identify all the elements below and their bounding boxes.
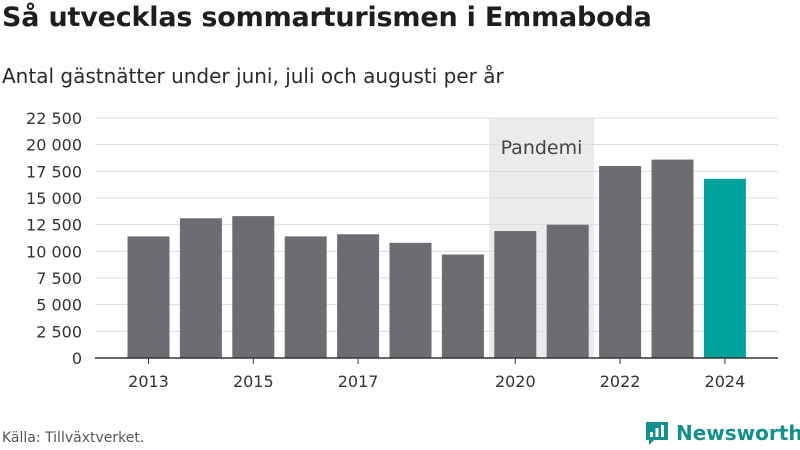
source-note: Källa: Tillväxtverket. — [2, 430, 145, 446]
chart-title: Så utvecklas sommarturismen i Emmaboda — [2, 2, 652, 33]
chart-subtitle: Antal gästnätter under juni, juli och au… — [2, 64, 504, 88]
x-tick-label: 2015 — [233, 372, 274, 391]
bar-2022 — [599, 166, 642, 358]
bar-2016 — [284, 236, 327, 358]
bar-2021 — [546, 224, 589, 358]
y-tick-label: 7 500 — [36, 269, 82, 288]
y-tick-label: 10 000 — [26, 242, 82, 261]
bar-2018 — [389, 242, 432, 358]
y-tick-label: 5 000 — [36, 296, 82, 315]
bar-2023 — [651, 159, 694, 358]
x-tick-label: 2013 — [128, 372, 169, 391]
y-tick-label: 12 500 — [26, 216, 82, 235]
annotation-label: Pandemi — [501, 137, 583, 159]
brand-logo: Newsworthy — [644, 420, 800, 446]
brand-name: Newsworthy — [676, 421, 800, 445]
y-tick-label: 20 000 — [26, 136, 82, 155]
y-tick-label: 17 500 — [26, 162, 82, 181]
bar-2024 — [703, 178, 746, 358]
newsworthy-logo-icon — [646, 422, 668, 445]
x-tick-label: 2024 — [705, 372, 746, 391]
y-tick-label: 22 500 — [26, 109, 82, 128]
bar-2013 — [127, 236, 170, 358]
bar-2017 — [337, 234, 380, 358]
bar-chart: 0 2 500 5 000 7 500 10 000 12 500 15 000 17 500… — [26, 109, 778, 391]
x-tick-label: 2017 — [338, 372, 379, 391]
bar-2015 — [232, 216, 275, 358]
bar-2019 — [441, 254, 484, 358]
x-tick-label: 2022 — [600, 372, 641, 391]
y-tick-label: 0 — [72, 349, 82, 368]
bar-2014 — [179, 218, 222, 358]
bar-2020 — [494, 231, 537, 358]
y-tick-label: 15 000 — [26, 189, 82, 208]
x-tick-label: 2020 — [495, 372, 536, 391]
y-tick-label: 2 500 — [36, 322, 82, 341]
